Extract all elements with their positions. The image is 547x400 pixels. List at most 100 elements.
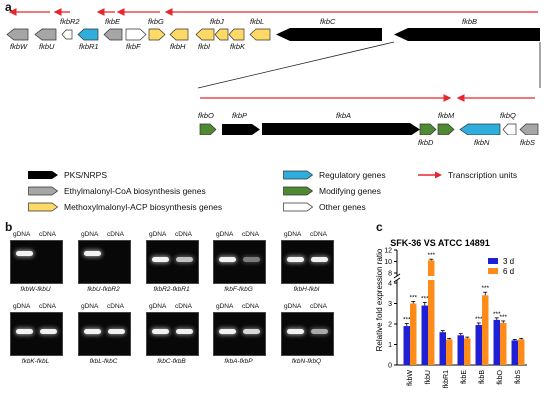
bar — [500, 322, 507, 365]
gel-header-gdna: gDNA — [81, 303, 99, 310]
gene-fkbE-arrow — [103, 28, 123, 41]
significance-label: *** — [403, 317, 411, 324]
gene-fkbP-arrow — [222, 124, 260, 135]
gene-fkbG-arrow — [148, 28, 166, 41]
legend-modifying: Modifying genes — [283, 186, 381, 196]
gel-band-gdna — [84, 251, 101, 256]
gene-label-fkbO: fkbO — [198, 111, 214, 120]
legend-methoxy-label: Methoxylmalonyl-ACP biosynthesis genes — [64, 202, 223, 212]
pks-legend-arrow-icon — [28, 171, 58, 179]
bar — [410, 303, 417, 365]
gene-fkbU-arrow — [34, 28, 57, 41]
x-tick-label: fkbS — [515, 370, 522, 384]
gene-fkbI-arrow — [195, 28, 215, 41]
bar — [518, 339, 525, 365]
gene-fkbM-arrow — [437, 123, 455, 135]
gel-caption: fkbR2-fkbR1 — [153, 286, 190, 293]
gene-label-fkbG: fkbG — [148, 17, 164, 26]
gel-header-cdna: cDNA — [242, 231, 259, 238]
gel-band-cdna — [108, 329, 125, 334]
gel-header-cdna: cDNA — [175, 231, 192, 238]
gene-fkbA-arrow — [262, 123, 420, 135]
bar — [493, 319, 500, 365]
gene-fkbL-arrow — [249, 28, 271, 41]
legend-label: 6 d — [503, 267, 514, 276]
gel-band-gdna — [16, 251, 33, 256]
gel-image — [213, 240, 266, 284]
gel-caption: fkbF-fkbG — [224, 286, 253, 293]
y-tick-label: 1 — [388, 342, 392, 349]
legend-label: 3 d — [503, 257, 514, 266]
gel-image — [281, 240, 334, 284]
gel-band-gdna — [287, 257, 304, 262]
y-tick-label: 3 — [388, 301, 392, 308]
gene-label-fkbN: fkbN — [474, 138, 490, 147]
gel-image — [146, 312, 199, 356]
gel-band-gdna — [287, 329, 304, 334]
methoxy-legend-arrow-icon — [28, 202, 58, 212]
gel-band-gdna — [219, 257, 236, 262]
bar — [482, 295, 489, 365]
significance-label: *** — [481, 285, 489, 292]
gel-image — [146, 240, 199, 284]
gel-header-cdna: cDNA — [242, 303, 259, 310]
bar — [457, 335, 464, 365]
regulatory-legend-arrow-icon — [283, 170, 313, 180]
significance-label: *** — [427, 252, 435, 259]
gene-label-fkbD: fkbD — [418, 138, 434, 147]
gel-header-gdna: gDNA — [284, 303, 302, 310]
gel-band-gdna — [219, 329, 236, 334]
bar — [428, 280, 435, 365]
gel-image — [213, 312, 266, 356]
gel-header-cdna: cDNA — [39, 231, 56, 238]
x-tick-label: fkbO — [497, 369, 504, 384]
gene-label-fkbQ: fkbQ — [500, 111, 516, 120]
gel-header-cdna: cDNA — [107, 231, 124, 238]
x-tick-label: fkbW — [407, 370, 414, 386]
gene-fkbK-arrow — [228, 28, 245, 41]
legend-transcription-label: Transcription units — [448, 170, 518, 180]
bar — [403, 326, 410, 365]
gene-fkbB-arrow — [394, 28, 540, 41]
gel-header-gdna: gDNA — [216, 303, 234, 310]
gene-label-fkbF: fkbF — [126, 42, 141, 51]
gel-band-gdna — [152, 329, 169, 334]
bar — [475, 325, 482, 365]
gene-label-fkbA: fkbA — [336, 111, 352, 120]
gel-image — [10, 312, 63, 356]
gel-image — [78, 312, 131, 356]
legend-pks: PKS/NRPS — [28, 170, 107, 180]
x-tick-label: fkbB — [479, 370, 486, 384]
gene-label-fkbR2: fkbR2 — [60, 17, 80, 26]
gene-label-fkbH: fkbH — [170, 42, 186, 51]
gel-header-gdna: gDNA — [13, 231, 31, 238]
gene-fkbD-arrow — [419, 123, 437, 135]
legend-ethyl-label: Ethylmalonyl-CoA biosynthesis genes — [64, 186, 206, 196]
gene-label-fkbU: fkbU — [39, 42, 55, 51]
y-tick-label: 4 — [388, 281, 392, 288]
gene-label-fkbS: fkbS — [520, 138, 536, 147]
gene-fkbJ-arrow — [214, 28, 229, 41]
significance-label: *** — [493, 311, 501, 318]
panel-b-letter: b — [5, 220, 13, 234]
gel-band-cdna — [243, 257, 260, 262]
gel-header-gdna: gDNA — [149, 231, 167, 238]
gene-label-fkbW: fkbW — [10, 42, 28, 51]
gene-label-fkbI: fkbI — [198, 42, 211, 51]
other-legend-arrow-icon — [283, 202, 313, 212]
legend-regulatory: Regulatory genes — [283, 170, 386, 180]
gel-band-gdna — [84, 329, 101, 334]
gel-header-gdna: gDNA — [284, 231, 302, 238]
gene-label-fkbB: fkbB — [462, 17, 478, 26]
gel-header-gdna: gDNA — [149, 303, 167, 310]
gene-fkbR2-arrow — [61, 29, 73, 40]
zoom-line — [197, 41, 395, 89]
gel-header-cdna: cDNA — [107, 303, 124, 310]
gene-label-fkbC: fkbC — [320, 17, 336, 26]
y-tick-label: 0 — [388, 363, 392, 370]
gel-header-cdna: cDNA — [310, 303, 327, 310]
gene-fkbF-arrow — [125, 28, 147, 41]
ethyl-legend-arrow-icon — [28, 186, 58, 196]
gel-caption: fkbH-fkbI — [293, 286, 320, 293]
y-tick-label: 2 — [388, 322, 392, 329]
